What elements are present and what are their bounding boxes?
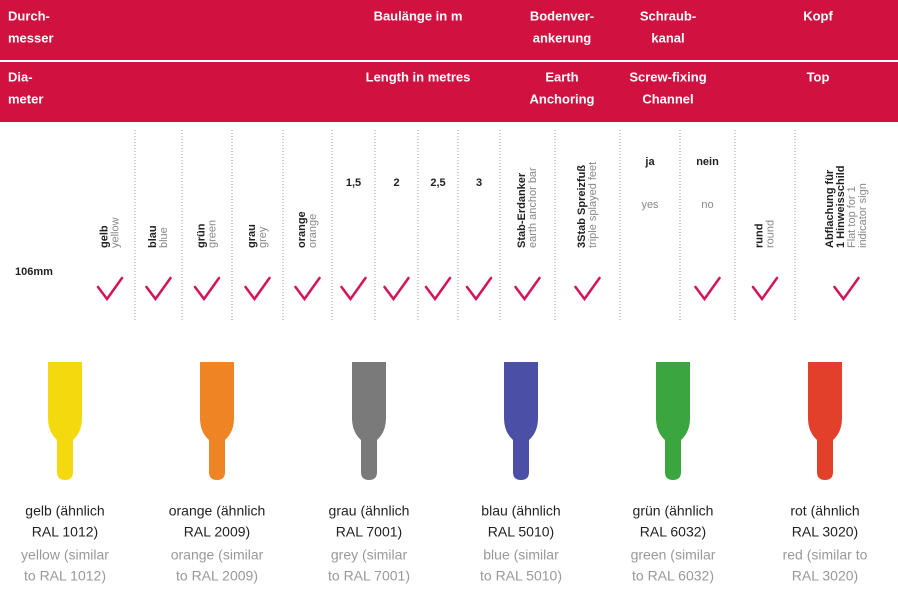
swatch-caption: RAL 1012)	[32, 524, 98, 540]
check-mark	[342, 278, 366, 299]
column-label: 2,5	[430, 177, 445, 189]
column-label-en: indicator sign	[857, 183, 869, 248]
swatch-caption-en: blue (similar	[483, 547, 559, 563]
column-label-en: grey	[257, 226, 269, 248]
swatch-caption: RAL 7001)	[336, 524, 402, 540]
header-text: Channel	[642, 91, 693, 106]
swatch-caption-en: to RAL 6032)	[632, 568, 714, 584]
header-text: Length in metres	[366, 69, 471, 84]
swatch-caption: rot (ähnlich	[790, 503, 859, 519]
column-label-en: green	[206, 220, 218, 248]
column-label-en: yes	[641, 199, 659, 211]
swatch-caption: RAL 2009)	[184, 524, 250, 540]
check-mark	[753, 278, 777, 299]
swatch-caption: orange (ähnlich	[169, 503, 266, 519]
header-text: messer	[8, 30, 54, 45]
header-text: Anchoring	[530, 91, 595, 106]
check-mark	[576, 278, 600, 299]
swatch-caption: RAL 6032)	[640, 524, 706, 540]
swatch-caption: gelb (ähnlich	[25, 503, 104, 519]
page: Durch-messer Dia-meter Baulänge in m Length…	[0, 0, 898, 589]
column-label-en: triple splayed feet	[587, 162, 599, 248]
header-text: Baulänge in m	[374, 8, 463, 23]
swatch-caption: blau (ähnlich	[481, 503, 560, 519]
post-swatch	[504, 362, 538, 480]
swatch-caption: RAL 3020)	[792, 524, 858, 540]
swatch-caption-en: to RAL 2009)	[176, 568, 258, 584]
check-mark	[147, 278, 171, 299]
swatch-caption-en: yellow (similar	[21, 547, 109, 563]
swatch-caption-en: to RAL 7001)	[328, 568, 410, 584]
swatch-caption-en: to RAL 5010)	[480, 568, 562, 584]
swatch-caption-en: red (similar to	[783, 547, 868, 563]
column-label: 3	[476, 177, 482, 189]
header-text: Earth	[545, 69, 578, 84]
swatch-caption-en: orange (similar	[171, 547, 264, 563]
post-swatch	[352, 362, 386, 480]
check-mark	[696, 278, 720, 299]
column-label-en: round	[764, 220, 776, 248]
check-mark	[516, 278, 540, 299]
column-label-en: no	[701, 199, 713, 211]
check-mark	[385, 278, 409, 299]
swatch-caption-en: grey (similar	[331, 547, 408, 563]
check-mark	[467, 278, 491, 299]
header-text: Dia-	[8, 69, 33, 84]
check-mark	[835, 278, 859, 299]
header-text: Durch-	[8, 8, 50, 23]
header-text: Bodenver-	[530, 8, 594, 23]
swatch-caption-en: to RAL 1012)	[24, 568, 106, 584]
check-mark	[98, 278, 122, 299]
check-mark	[246, 278, 270, 299]
swatch-caption-en: green (similar	[631, 547, 716, 563]
check-mark	[296, 278, 320, 299]
check-mark	[426, 278, 450, 299]
swatch-caption-en: RAL 3020)	[792, 568, 858, 584]
header-text: Schraub-	[640, 8, 696, 23]
post-swatch	[808, 362, 842, 480]
column-label: nein	[696, 156, 719, 168]
header-text: Screw-fixing	[629, 69, 706, 84]
column-label-en: earth anchor bar	[527, 167, 539, 248]
check-mark	[195, 278, 219, 299]
column-label: 1,5	[346, 177, 361, 189]
swatch-caption: grün (ähnlich	[633, 503, 714, 519]
column-label: ja	[644, 156, 655, 168]
swatch-caption: RAL 5010)	[488, 524, 554, 540]
post-swatch	[200, 362, 234, 480]
row-label: 106mm	[15, 266, 53, 278]
post-swatch	[48, 362, 82, 480]
header-text: Kopf	[803, 8, 833, 23]
column-label-en: yellow	[109, 217, 121, 248]
header-text: meter	[8, 91, 43, 106]
column-label-en: blue	[158, 227, 170, 248]
header-text: Top	[807, 69, 830, 84]
column-label: 2	[393, 177, 399, 189]
header-text: kanal	[651, 30, 684, 45]
header-text: ankerung	[533, 30, 592, 45]
swatch-caption: grau (ähnlich	[329, 503, 410, 519]
post-swatch	[656, 362, 690, 480]
column-label-en: orange	[307, 214, 319, 248]
